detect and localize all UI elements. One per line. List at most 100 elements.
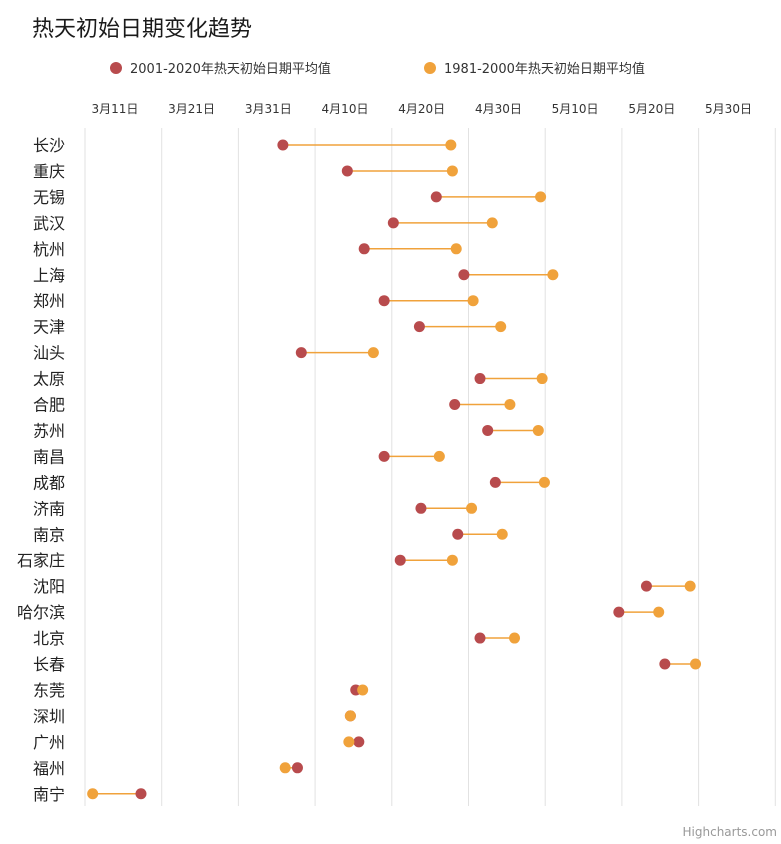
city-label: 上海 [33,266,65,285]
city-label: 福州 [33,759,65,778]
point-previous[interactable] [450,243,462,255]
data-points [87,139,702,800]
point-previous[interactable] [367,347,379,359]
legend-marker-recent [110,62,122,74]
city-label: 石家庄 [17,551,65,570]
city-label: 长春 [33,655,65,674]
point-previous[interactable] [547,269,559,281]
point-previous[interactable] [536,373,548,385]
point-previous[interactable] [486,217,498,229]
point-recent[interactable] [394,554,406,566]
point-recent[interactable] [378,295,390,307]
connectors [92,144,696,795]
credits-link[interactable]: Highcharts.com [683,825,777,839]
point-previous[interactable] [87,788,99,800]
point-recent[interactable] [415,502,427,514]
legend-label-recent: 2001-2020年热天初始日期平均值 [130,61,331,77]
x-tick-label: 4月30日 [475,102,522,116]
point-recent[interactable] [659,658,671,670]
point-previous[interactable] [446,165,458,177]
city-label: 天津 [33,318,65,337]
x-tick-label: 5月20日 [628,102,675,116]
city-label: 南昌 [33,447,65,466]
city-label: 哈尔滨 [17,603,65,622]
x-tick-label: 3月31日 [245,102,292,116]
city-label: 郑州 [33,292,65,311]
point-previous[interactable] [357,684,369,696]
point-recent[interactable] [474,632,486,644]
city-label: 南宁 [33,785,65,804]
city-label: 重庆 [33,162,65,181]
y-axis-labels: 长沙重庆无锡武汉杭州上海郑州天津汕头太原合肥苏州南昌成都济南南京石家庄沈阳哈尔滨… [17,136,65,804]
x-tick-label: 3月21日 [168,102,215,116]
x-tick-label: 4月10日 [322,102,369,116]
city-label: 深圳 [33,707,65,726]
point-recent[interactable] [295,347,307,359]
point-previous[interactable] [279,762,291,774]
city-label: 济南 [33,499,65,518]
city-label: 北京 [33,629,65,648]
point-previous[interactable] [538,476,550,488]
x-tick-label: 3月11日 [91,102,138,116]
city-label: 汕头 [33,344,65,363]
legend-marker-previous [424,62,436,74]
point-recent[interactable] [474,373,486,385]
x-tick-label: 5月10日 [552,102,599,116]
point-recent[interactable] [482,424,494,436]
point-recent[interactable] [449,399,461,410]
point-previous[interactable] [446,554,458,566]
point-previous[interactable] [535,191,547,203]
city-label: 东莞 [33,681,65,700]
point-previous[interactable] [433,450,445,462]
point-recent[interactable] [358,243,370,255]
point-previous[interactable] [496,528,508,540]
point-recent[interactable] [291,762,303,774]
point-recent[interactable] [458,269,470,281]
gridlines [84,128,776,806]
legend-label-previous: 1981-2000年热天初始日期平均值 [444,61,645,77]
point-previous[interactable] [532,424,544,436]
city-label: 成都 [33,473,65,492]
point-previous[interactable] [509,632,521,644]
point-previous[interactable] [467,295,479,307]
point-recent[interactable] [430,191,442,203]
city-label: 太原 [33,370,65,389]
city-label: 合肥 [33,396,65,415]
x-tick-label: 4月20日 [398,102,445,116]
chart-title: 热天初始日期变化趋势 [32,17,252,42]
point-previous[interactable] [690,658,702,670]
point-recent[interactable] [341,165,353,177]
point-recent[interactable] [413,321,425,333]
point-previous[interactable] [504,399,516,410]
point-recent[interactable] [640,580,652,592]
point-recent[interactable] [378,450,390,462]
city-label: 长沙 [33,136,65,155]
city-label: 沈阳 [33,577,65,596]
point-previous[interactable] [445,139,457,151]
point-recent[interactable] [452,528,464,540]
city-label: 南京 [33,525,65,544]
point-recent[interactable] [489,476,501,488]
city-label: 无锡 [33,188,65,207]
legend: 2001-2020年热天初始日期平均值 1981-2000年热天初始日期平均值 [110,61,645,77]
point-recent[interactable] [353,736,365,748]
point-recent[interactable] [387,217,399,229]
city-label: 广州 [33,733,65,752]
city-label: 苏州 [33,421,65,440]
point-recent[interactable] [613,606,625,618]
point-previous[interactable] [653,606,665,618]
x-tick-label: 5月30日 [705,102,752,116]
city-label: 武汉 [33,214,65,233]
x-axis-ticks: 3月11日 3月21日 3月31日 4月10日 4月20日 4月30日 5月10日 5月20日… [91,102,752,116]
point-previous[interactable] [495,321,507,333]
legend-item-recent[interactable]: 2001-2020年热天初始日期平均值 [110,61,331,77]
point-previous[interactable] [343,736,355,748]
point-recent[interactable] [135,788,147,800]
legend-item-previous[interactable]: 1981-2000年热天初始日期平均值 [424,61,645,77]
point-recent[interactable] [277,139,289,151]
point-previous[interactable] [466,502,478,514]
city-label: 杭州 [33,240,65,259]
point-previous[interactable] [684,580,696,592]
point-previous[interactable] [344,710,356,722]
